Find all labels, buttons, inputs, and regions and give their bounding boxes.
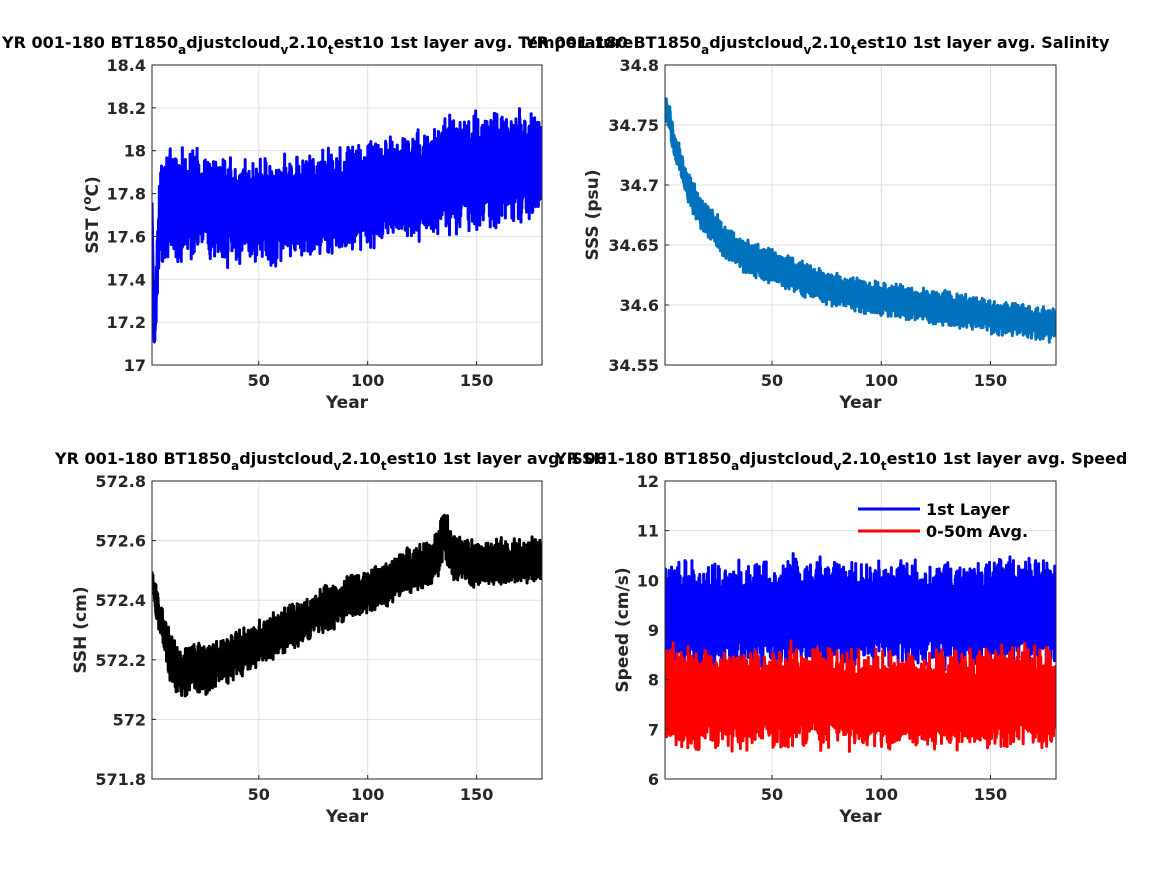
y-tick-label: 571.8 — [95, 770, 146, 789]
y-tick-label: 34.65 — [608, 236, 659, 255]
x-tick-label: 150 — [460, 371, 493, 390]
axes-box — [664, 64, 1057, 366]
y-tick-label: 18.4 — [107, 56, 146, 75]
x-tick-label: 100 — [865, 371, 898, 390]
chart-title: YR 001-180 BT1850adjustcloudv2.10test10 … — [554, 449, 1127, 473]
x-tick-label: 150 — [460, 785, 493, 804]
x-tick-label: 100 — [351, 371, 384, 390]
chart-panel-2: 50 100 150 34.55 34.6 34.65 34.7 34.75 34.8 Year S… — [524, 33, 1110, 413]
series-line-1 — [152, 107, 542, 344]
y-tick-label: 34.7 — [620, 176, 659, 195]
x-tick-label: 100 — [351, 785, 384, 804]
y-tick-label: 7 — [648, 720, 659, 739]
y-tick-label: 9 — [648, 621, 659, 640]
legend: 1st Layer 0-50m Avg. — [858, 500, 1028, 541]
x-axis-label: Year — [325, 393, 369, 413]
series-line-1 — [665, 552, 1056, 680]
y-tick-label: 6 — [648, 770, 659, 789]
y-tick-label: 34.55 — [608, 356, 659, 375]
y-tick-label: 17.4 — [107, 270, 146, 289]
y-tick-label: 34.6 — [620, 296, 659, 315]
y-tick-label: 8 — [648, 671, 659, 690]
chart-panel-3: 50 100 150 571.8 572 572.2 572.4 572.6 572.8 Year… — [54, 449, 607, 827]
y-tick-label: 572.4 — [95, 591, 146, 610]
x-tick-label: 150 — [974, 785, 1007, 804]
y-tick-label: 17.8 — [107, 185, 146, 204]
y-tick-label: 572.6 — [95, 532, 146, 551]
series-line-1 — [665, 96, 1056, 344]
x-tick-label: 50 — [761, 785, 783, 804]
y-tick-label: 17.2 — [107, 313, 146, 332]
x-tick-label: 50 — [248, 371, 270, 390]
y-tick-label: 17 — [124, 356, 146, 375]
x-axis-label: Year — [838, 393, 882, 413]
x-tick-label: 150 — [974, 371, 1007, 390]
x-tick-label: 100 — [865, 785, 898, 804]
chart-panel-4: 50 100 150 6 7 8 9 10 11 12 Year Speed (cm/s) YR 001… — [554, 449, 1127, 827]
y-tick-label: 17.6 — [107, 227, 146, 246]
y-axis-label: SSH (cm) — [71, 586, 91, 673]
y-tick-label: 11 — [637, 522, 659, 541]
chart-title: YR 001-180 BT1850adjustcloudv2.10test10 … — [1, 33, 633, 57]
x-tick-label: 50 — [761, 371, 783, 390]
chart-title: YR 001-180 BT1850adjustcloudv2.10test10 … — [524, 33, 1110, 57]
chart-title: YR 001-180 BT1850adjustcloudv2.10test10 … — [54, 449, 607, 473]
y-tick-label: 572 — [113, 710, 146, 729]
x-axis-label: Year — [325, 807, 369, 827]
chart-panel-1: 50 100 150 17 17.2 17.4 17.6 17.8 18 18.2 18.4 Year… — [1, 33, 633, 413]
y-axis-label: SST (oC) — [80, 176, 103, 254]
y-tick-label: 34.75 — [608, 116, 659, 135]
y-axis-label: Speed (cm/s) — [613, 567, 633, 692]
y-tick-label: 572.2 — [95, 651, 146, 670]
y-tick-label: 12 — [637, 472, 659, 491]
legend-label: 1st Layer — [926, 500, 1010, 519]
series-line-2 — [665, 639, 1056, 753]
x-axis-label: Year — [838, 807, 882, 827]
axes-box — [151, 64, 543, 366]
y-tick-label: 572.8 — [95, 472, 146, 491]
y-tick-label: 10 — [637, 571, 659, 590]
y-tick-label: 18.2 — [107, 99, 146, 118]
series-line-1 — [152, 513, 542, 698]
x-tick-label: 50 — [248, 785, 270, 804]
legend-label: 0-50m Avg. — [926, 522, 1028, 541]
y-tick-label: 34.8 — [620, 56, 659, 75]
y-axis-label: SSS (psu) — [583, 169, 603, 260]
axes-box — [151, 480, 543, 780]
y-tick-label: 18 — [124, 142, 146, 161]
